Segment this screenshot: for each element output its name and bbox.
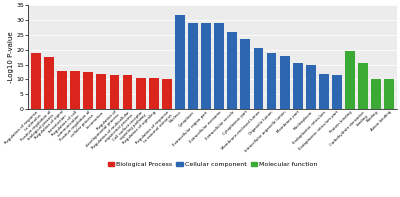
Bar [293,63,303,109]
Bar [123,75,132,109]
Bar [319,73,329,109]
Bar [162,79,172,109]
Bar [214,23,224,109]
Bar [201,23,211,109]
Bar [384,79,394,109]
Bar [227,32,237,109]
Bar [280,56,290,109]
Bar [175,15,185,109]
Bar [188,23,198,109]
Bar [136,78,146,109]
Bar [57,71,67,109]
Bar [110,75,119,109]
Bar [358,63,368,109]
Bar [332,75,342,109]
Bar [254,48,263,109]
Bar [31,53,41,109]
Bar [149,78,159,109]
Bar [44,57,54,109]
Bar [267,53,276,109]
Bar [96,73,106,109]
Bar [83,72,93,109]
Bar [345,51,355,109]
Legend: Biological Process, Cellular component, Molecular function: Biological Process, Cellular component, … [108,162,318,167]
Bar [371,79,381,109]
Bar [306,65,316,109]
Bar [70,71,80,109]
Bar [240,39,250,109]
Y-axis label: -Log10 P-value: -Log10 P-value [8,31,14,83]
